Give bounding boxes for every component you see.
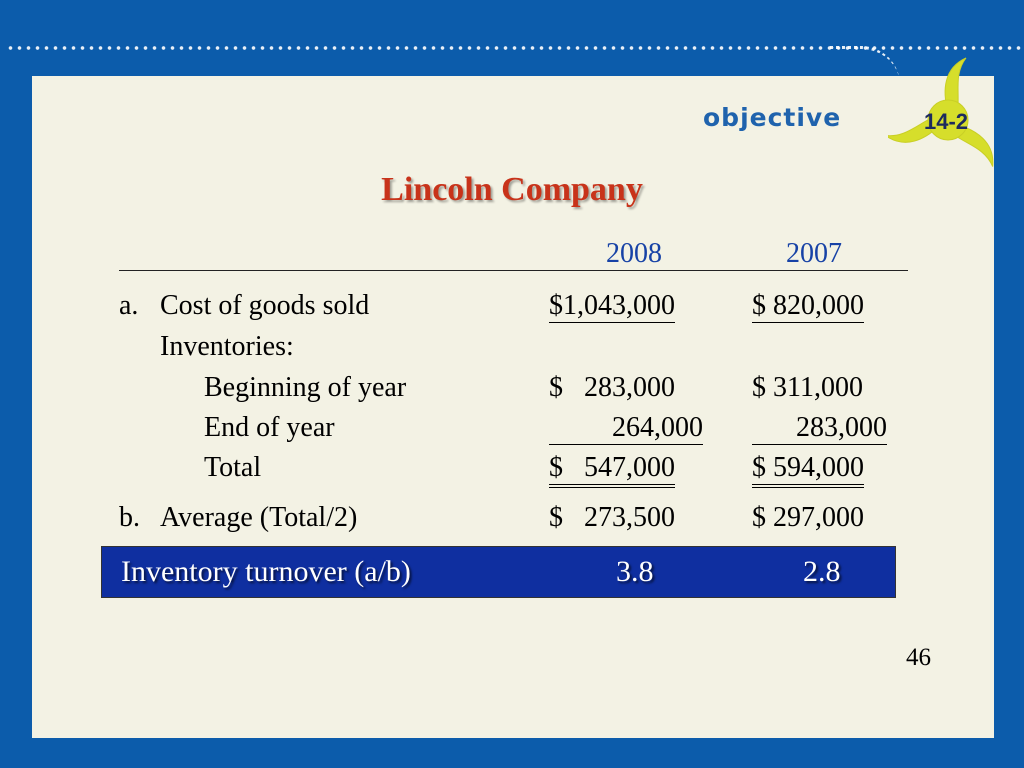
cogs-2008-value: $1,043,000 <box>549 290 675 323</box>
cogs-2007-value: $ 820,000 <box>752 290 864 323</box>
objective-label: objective <box>703 103 842 132</box>
slide-panel <box>32 76 994 738</box>
inventories-label: Inventories: <box>160 331 294 362</box>
end-2008-value: 264,000 <box>549 412 703 445</box>
objective-number: 14-2 <box>924 109 969 134</box>
page-number: 46 <box>906 644 931 671</box>
dotted-curve-decoration <box>830 46 900 85</box>
row-marker-b: b. <box>119 502 140 533</box>
header-rule <box>119 270 908 271</box>
total-2008-value: $ 547,000 <box>549 452 675 488</box>
average-label: Average (Total/2) <box>160 502 358 533</box>
inventory-turnover-label: Inventory turnover (a/b) <box>121 555 411 588</box>
cogs-label: Cost of goods sold <box>160 290 370 321</box>
beginning-of-year-label: Beginning of year <box>204 372 407 403</box>
pinwheel-icon <box>888 57 994 167</box>
turnover-2007-value: 2.8 <box>803 555 841 588</box>
turnover-2008-value: 3.8 <box>616 555 654 588</box>
total-label: Total <box>204 452 262 483</box>
page-title: Lincoln Company <box>381 171 643 208</box>
total-2007-value: $ 594,000 <box>752 452 864 488</box>
beginning-2008-value: $ 283,000 <box>549 372 675 403</box>
average-2008-value: $ 273,500 <box>549 502 675 533</box>
end-2007-value: 283,000 <box>752 412 887 445</box>
beginning-2007-value: $ 311,000 <box>752 372 863 403</box>
average-2007-value: $ 297,000 <box>752 502 864 533</box>
column-header-2008: 2008 <box>606 238 662 269</box>
result-bar <box>101 546 896 598</box>
row-marker-a: a. <box>119 290 139 321</box>
dotted-line-decoration <box>6 44 1024 52</box>
column-header-2007: 2007 <box>786 238 842 269</box>
end-of-year-label: End of year <box>204 412 335 443</box>
